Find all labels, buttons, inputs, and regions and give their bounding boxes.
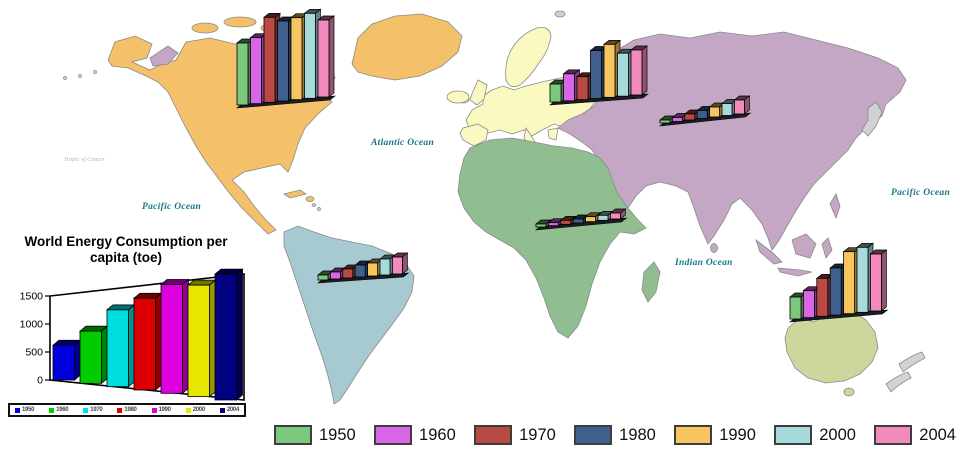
legend-swatch [774, 425, 813, 445]
ocean-label-pacific-west: Pacific Ocean [142, 202, 202, 212]
chart-africa [535, 201, 629, 237]
iceland [446, 90, 470, 104]
tasmania [843, 387, 855, 397]
inset-legend-item-2000: 2000 [185, 407, 205, 413]
inset-legend-swatch [49, 407, 55, 413]
philippines [829, 193, 841, 220]
bar3d-europe [549, 39, 649, 106]
java [777, 267, 813, 277]
inset-legend-swatch [83, 407, 89, 413]
inset-legend-swatch [151, 407, 157, 413]
inset-legend-item-1950: 1950 [15, 407, 34, 413]
aleutian-island [78, 74, 82, 78]
legend-swatch [674, 425, 713, 445]
legend-year-label: 1980 [619, 425, 656, 444]
chart-europe [549, 34, 650, 112]
tropic-of-cancer-label: Tropic of Cancer [64, 157, 105, 163]
world-inset-legend: 1950 1960 1970 1980 1990 2000 2004 [8, 403, 246, 417]
world-inset-chart: 0 500 1000 1500 [2, 266, 256, 411]
legend-item-1960: 1960 [374, 425, 456, 445]
inset-legend-year: 2000 [192, 407, 205, 413]
chukotka [149, 45, 179, 67]
britain [469, 79, 488, 106]
world-bar3d: 0 500 1000 1500 [20, 268, 245, 401]
legend-swatch [574, 425, 613, 445]
inset-legend-swatch [117, 407, 123, 413]
inset-legend-year: 1950 [22, 407, 35, 413]
inset-legend-year: 1990 [158, 407, 171, 413]
inset-legend-item-1970: 1970 [83, 407, 103, 413]
inset-legend-item-1990: 1990 [151, 407, 171, 413]
inset-legend-item-1960: 1960 [49, 407, 69, 413]
legend-item-2004: 2004 [874, 425, 956, 445]
sri-lanka [710, 243, 718, 253]
greenland [351, 13, 463, 81]
caribbean-island [317, 207, 321, 211]
legend-item-1950: 1950 [274, 425, 356, 445]
legend-swatch [374, 425, 413, 445]
cuba [283, 189, 307, 199]
ocean-label-atlantic: Atlantic Ocean [371, 138, 435, 148]
arctic-island [191, 22, 219, 34]
svg-text:500: 500 [25, 347, 43, 359]
legend-item-2000: 2000 [774, 425, 856, 445]
inset-legend-year: 1960 [56, 407, 69, 413]
legend-year-label: 1950 [319, 425, 356, 444]
bar3d-africa [535, 208, 628, 231]
legend-year-label: 2004 [919, 425, 956, 444]
legend-item-1970: 1970 [474, 425, 556, 445]
inset-legend-year: 1980 [124, 407, 137, 413]
legend-swatch [874, 425, 913, 445]
madagascar [641, 261, 661, 303]
inset-legend-swatch [219, 407, 225, 413]
new-zealand-south [885, 371, 912, 393]
inset-legend-item-1980: 1980 [117, 407, 137, 413]
new-zealand-north [898, 351, 926, 373]
legend-year-label: 1970 [519, 425, 556, 444]
inset-legend-swatch [15, 407, 20, 413]
chart-south-america [317, 249, 411, 290]
legend-swatch [274, 425, 312, 445]
continent-africa [457, 137, 647, 339]
inset-legend-item-2004: 2004 [219, 407, 239, 413]
arctic-island [223, 16, 257, 28]
aleutian-island [63, 76, 67, 80]
svg-text:1500: 1500 [20, 291, 44, 303]
legend-year-label: 1990 [719, 425, 756, 444]
bar3d-asia [659, 95, 752, 127]
chart-asia [659, 94, 753, 133]
legend-year-label: 2000 [819, 425, 856, 444]
hispaniola [305, 196, 315, 202]
svg-text:1000: 1000 [20, 319, 44, 331]
caribbean-island [312, 203, 316, 207]
bar3d-north-america [236, 8, 336, 109]
inset-legend-year: 1970 [90, 407, 103, 413]
ocean-label-pacific-east: Pacific Ocean [891, 188, 951, 198]
legend-item-1980: 1980 [574, 425, 656, 445]
legend-year-label: 1960 [419, 425, 456, 444]
chart-north-america [236, 6, 337, 115]
iberia [459, 123, 489, 147]
sulawesi [821, 237, 833, 259]
japan [861, 101, 883, 137]
ocean-label-indian: Indian Ocean [675, 258, 733, 268]
inset-legend-swatch [185, 407, 191, 413]
inset-legend-year: 2004 [226, 407, 239, 413]
aleutian-island [93, 70, 97, 74]
sumatra [755, 238, 783, 265]
scandinavia [505, 26, 552, 88]
svalbard [554, 10, 566, 18]
legend-item-1990: 1990 [674, 425, 756, 445]
chart-australia [789, 230, 890, 329]
map-title: World Energy Consumption per capita (toe… [24, 234, 228, 265]
svg-text:0: 0 [37, 375, 43, 387]
bar3d-south-america [317, 252, 410, 284]
bar3d-australia [789, 242, 889, 323]
greece [547, 127, 559, 141]
borneo [791, 233, 817, 259]
legend-swatch [474, 425, 513, 445]
year-legend: 1950 1960 1970 1980 1990 2000 2004 [274, 425, 956, 445]
